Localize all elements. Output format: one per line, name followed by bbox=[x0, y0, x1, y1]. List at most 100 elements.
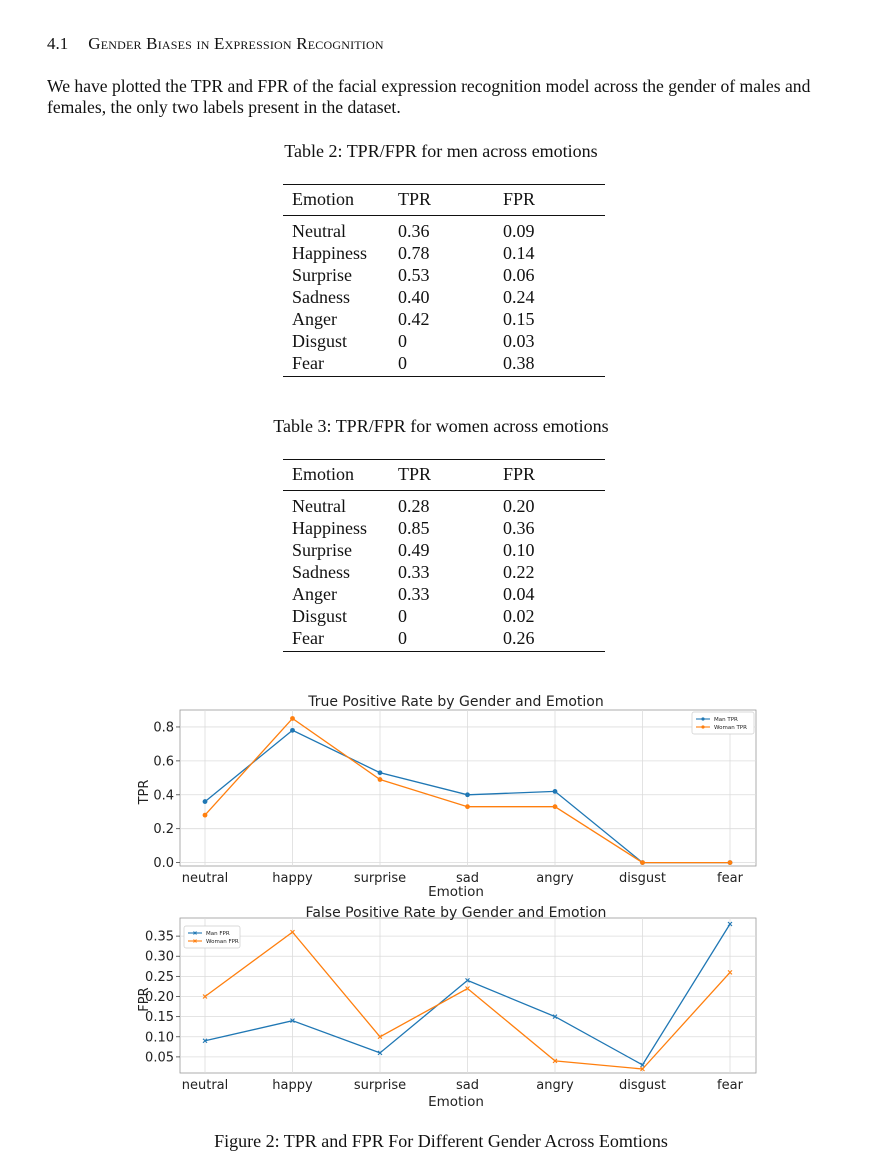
legend-marker bbox=[701, 725, 705, 729]
cell-tpr: 0 bbox=[398, 353, 407, 373]
data-point-marker bbox=[552, 1058, 558, 1064]
cell-emotion: Anger bbox=[292, 584, 337, 604]
table-header-row: Emotion TPR FPR bbox=[283, 459, 605, 491]
plot-frame bbox=[179, 709, 757, 867]
table-row: Anger 0.33 0.04 bbox=[283, 583, 605, 605]
cell-emotion: Fear bbox=[292, 353, 324, 373]
y-tick-label: 0.30 bbox=[145, 950, 174, 965]
table-header-row: Emotion TPR FPR bbox=[283, 184, 605, 216]
table-row: Happiness 0.85 0.36 bbox=[283, 517, 605, 539]
cell-tpr: 0.36 bbox=[398, 221, 430, 241]
table-row: Anger 0.42 0.15 bbox=[283, 308, 605, 330]
data-point-marker bbox=[465, 986, 470, 991]
legend-marker bbox=[193, 939, 197, 943]
cell-tpr: 0.85 bbox=[398, 518, 430, 538]
y-tick-label: 0.15 bbox=[145, 1010, 174, 1025]
y-tick-label: 0.05 bbox=[145, 1050, 174, 1065]
data-point-marker bbox=[465, 978, 470, 983]
cell-fpr: 0.14 bbox=[503, 243, 535, 263]
legend-label: Woman FPR bbox=[206, 939, 239, 945]
table-row: Fear 0 0.38 bbox=[283, 352, 605, 377]
x-tick-label: neutral bbox=[182, 871, 229, 886]
cell-fpr: 0.02 bbox=[503, 606, 535, 626]
y-tick-label: 0.20 bbox=[145, 990, 174, 1005]
legend-label: Man TPR bbox=[714, 717, 738, 723]
cell-tpr: 0 bbox=[398, 628, 407, 648]
y-tick-label: 0.35 bbox=[145, 930, 174, 945]
x-tick-label: sad bbox=[456, 1078, 479, 1093]
header-tpr: TPR bbox=[398, 464, 432, 484]
cell-tpr: 0.49 bbox=[398, 540, 430, 560]
table-row: Neutral 0.36 0.09 bbox=[283, 216, 605, 243]
data-point-marker bbox=[290, 727, 295, 733]
cell-tpr: 0.33 bbox=[398, 562, 430, 582]
x-tick-label: angry bbox=[536, 1078, 574, 1093]
figure-caption: Figure 2: TPR and FPR For Different Gend… bbox=[214, 1131, 668, 1151]
cell-fpr: 0.10 bbox=[503, 540, 535, 560]
x-tick-label: angry bbox=[536, 871, 574, 886]
cell-fpr: 0.38 bbox=[503, 353, 535, 373]
cell-emotion: Sadness bbox=[292, 287, 350, 307]
data-point-marker bbox=[377, 1050, 383, 1056]
plot-frame bbox=[179, 917, 757, 1074]
x-axis-label: Emotion bbox=[428, 1094, 484, 1110]
x-tick-label: surprise bbox=[354, 1078, 406, 1093]
chart-title: True Positive Rate by Gender and Emotion bbox=[307, 694, 603, 710]
cell-tpr: 0.28 bbox=[398, 496, 430, 516]
x-axis-label: Emotion bbox=[428, 884, 484, 900]
x-tick-label: fear bbox=[717, 1078, 744, 1093]
header-emotion: Emotion bbox=[292, 189, 354, 209]
cell-emotion: Disgust bbox=[292, 606, 348, 626]
header-fpr: FPR bbox=[503, 464, 536, 484]
table-row: Surprise 0.49 0.10 bbox=[283, 539, 605, 561]
chart-title: False Positive Rate by Gender and Emotio… bbox=[306, 905, 607, 921]
cell-emotion: Neutral bbox=[292, 496, 346, 516]
table-women: Emotion TPR FPR Neutral 0.28 0.20 Happiness… bbox=[283, 459, 605, 652]
y-tick-label: 0.6 bbox=[153, 754, 174, 769]
data-point-marker bbox=[377, 777, 383, 782]
y-tick-label: 0.8 bbox=[153, 720, 174, 735]
cell-tpr: 0 bbox=[398, 331, 407, 351]
data-point-marker bbox=[290, 1018, 295, 1024]
data-point-marker bbox=[290, 929, 295, 935]
section-heading: 4.1 Gender Biases in Expression Recogniti… bbox=[47, 34, 384, 54]
y-tick-label: 0.0 bbox=[153, 856, 174, 871]
section-number: 4.1 bbox=[47, 34, 69, 53]
table-women-caption: Table 3: TPR/FPR for women across emotio… bbox=[273, 416, 609, 436]
legend-box bbox=[183, 925, 241, 949]
data-point-marker bbox=[552, 804, 558, 810]
data-point-marker bbox=[640, 860, 645, 866]
cell-emotion: Fear bbox=[292, 628, 324, 648]
cell-fpr: 0.15 bbox=[503, 309, 535, 329]
intro-paragraph: We have plotted the TPR and FPR of the f… bbox=[47, 76, 811, 117]
legend-label: Man FPR bbox=[206, 931, 230, 937]
y-tick-label: 0.2 bbox=[153, 822, 174, 837]
table-row: Happiness 0.78 0.14 bbox=[283, 242, 605, 264]
cell-emotion: Neutral bbox=[292, 221, 346, 241]
table-row: Sadness 0.33 0.22 bbox=[283, 561, 605, 583]
legend-marker bbox=[193, 931, 197, 935]
cell-emotion: Surprise bbox=[292, 540, 352, 560]
data-point-marker bbox=[727, 969, 733, 975]
cell-fpr: 0.22 bbox=[503, 562, 535, 582]
cell-fpr: 0.26 bbox=[503, 628, 535, 648]
y-tick-label: 0.10 bbox=[145, 1030, 174, 1045]
y-axis-label: TPR bbox=[137, 780, 152, 806]
data-point-marker bbox=[377, 1034, 383, 1040]
cell-emotion: Happiness bbox=[292, 243, 367, 263]
cell-fpr: 0.20 bbox=[503, 496, 535, 516]
table-row: Sadness 0.40 0.24 bbox=[283, 286, 605, 308]
x-tick-label: disgust bbox=[619, 871, 666, 886]
data-point-marker bbox=[727, 921, 733, 927]
cell-fpr: 0.03 bbox=[503, 331, 535, 351]
x-tick-label: happy bbox=[272, 1078, 313, 1093]
cell-tpr: 0.42 bbox=[398, 309, 430, 329]
cell-tpr: 0 bbox=[398, 606, 407, 626]
legend-label: Woman TPR bbox=[714, 725, 747, 731]
data-point-marker bbox=[202, 1038, 208, 1044]
cell-fpr: 0.24 bbox=[503, 287, 535, 307]
data-point-marker bbox=[202, 812, 208, 818]
data-point-marker bbox=[640, 1066, 645, 1072]
table-row: Surprise 0.53 0.06 bbox=[283, 264, 605, 286]
cell-tpr: 0.78 bbox=[398, 243, 430, 263]
